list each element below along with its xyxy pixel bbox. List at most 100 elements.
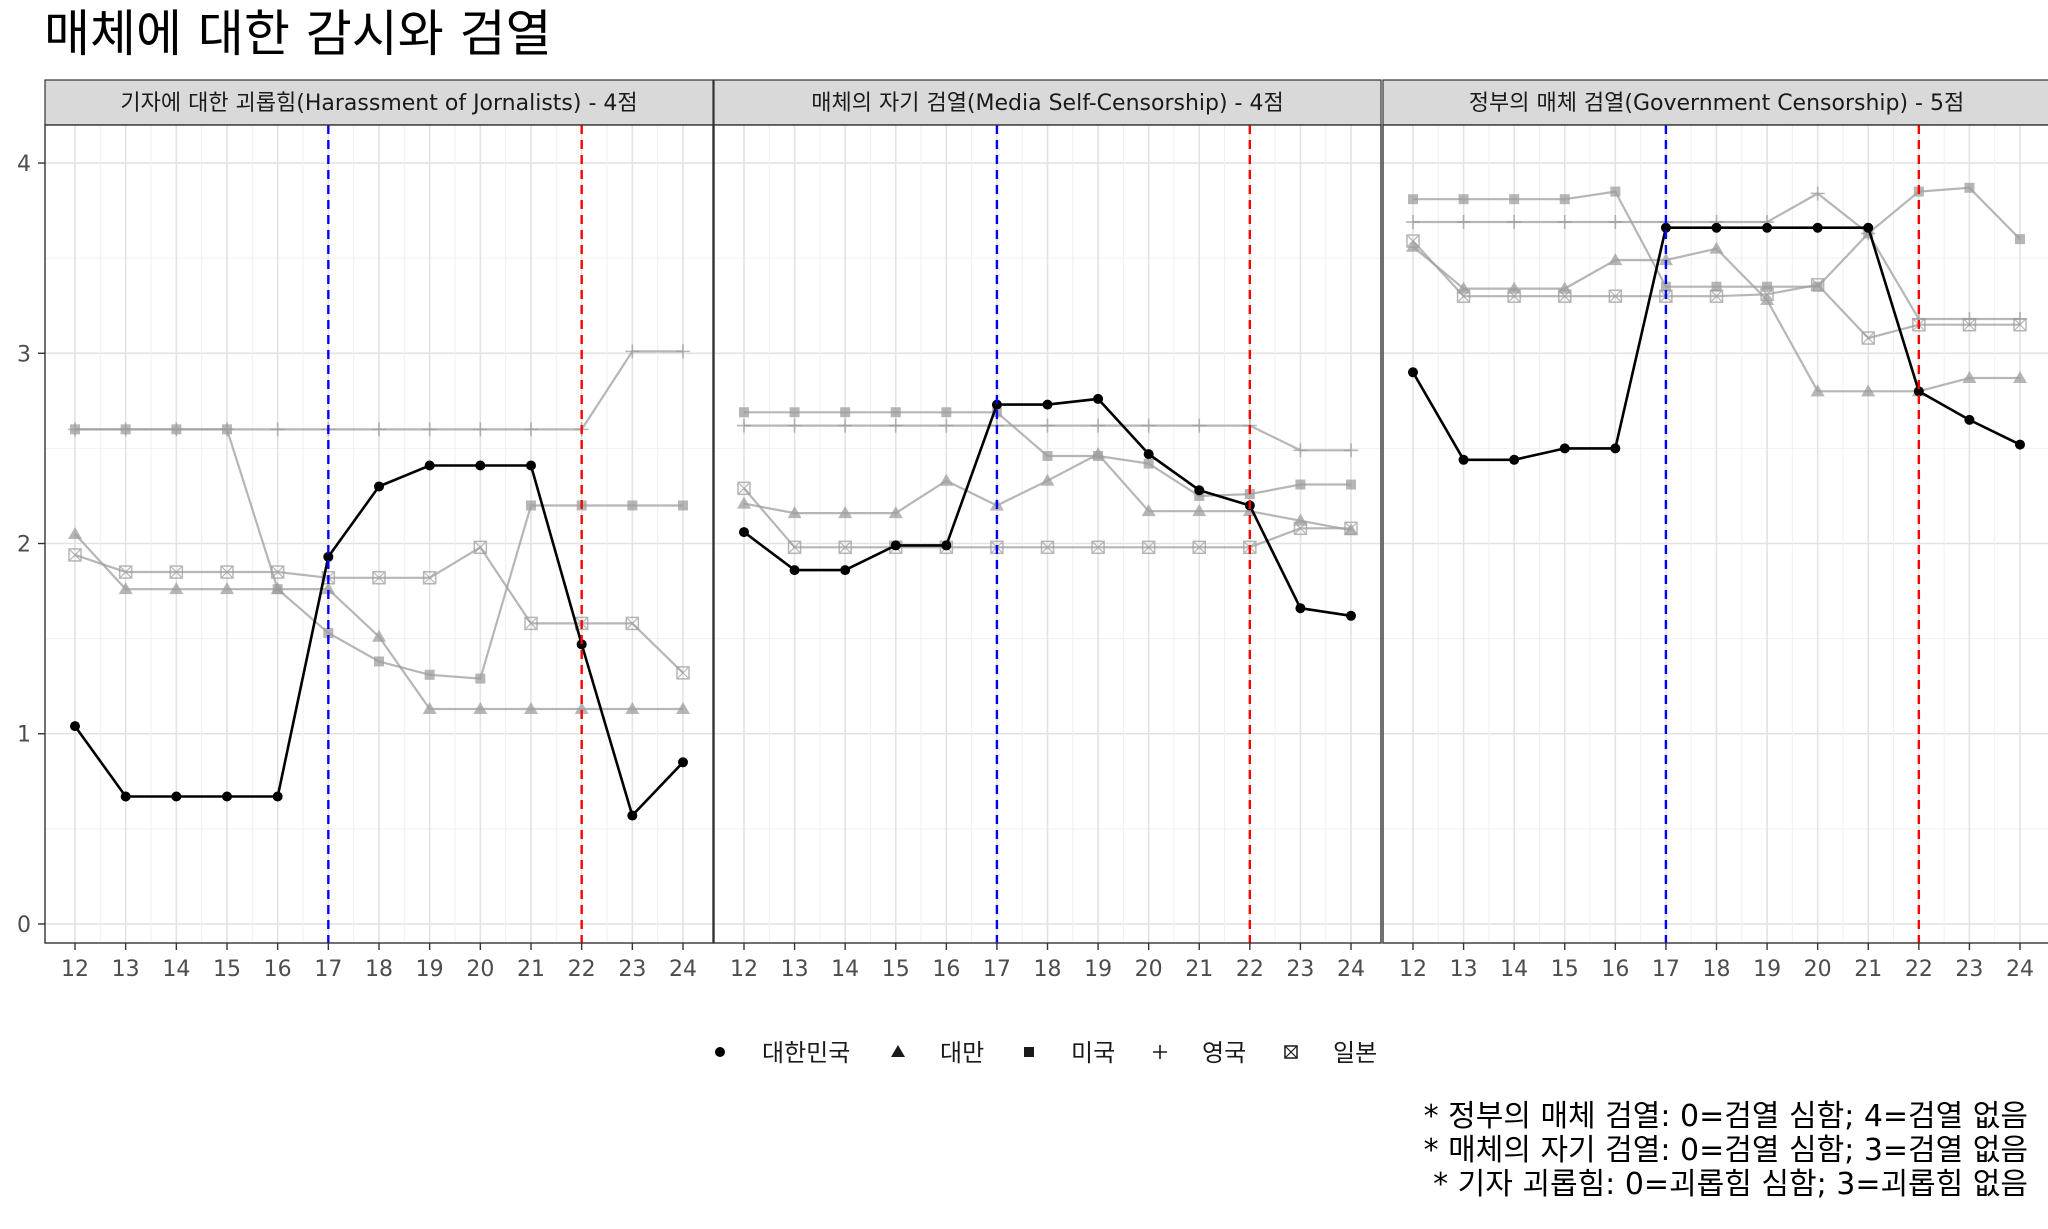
data-point-shape xyxy=(1408,194,1418,205)
data-point-shape xyxy=(939,473,954,486)
data-point xyxy=(838,418,853,433)
data-point xyxy=(787,540,802,555)
legend-label: 대한민국 xyxy=(762,1039,850,1067)
data-point xyxy=(941,540,952,551)
data-point xyxy=(120,791,131,802)
data-point xyxy=(1760,287,1774,302)
data-point xyxy=(1507,289,1521,303)
data-point-shape xyxy=(1040,540,1055,555)
data-point-cross xyxy=(1507,289,1521,303)
data-point-shape xyxy=(1812,222,1823,233)
data-point xyxy=(1406,239,1420,252)
data-point xyxy=(1658,253,1673,266)
data-point-shape xyxy=(838,540,852,555)
data-point-shape xyxy=(1194,490,1205,501)
data-point xyxy=(1861,384,1876,397)
data-point-shape xyxy=(838,506,853,519)
data-point-shape xyxy=(890,407,901,418)
facet-strip-label: 매체의 자기 검열(Media Self-Censorship) - 4점 xyxy=(811,91,1283,116)
facet-panel: 기자에 대한 괴롭힘(Harassment of Jornalists) - 4… xyxy=(17,79,714,982)
data-point xyxy=(1709,241,1724,254)
data-point xyxy=(524,422,538,437)
data-point xyxy=(473,422,488,437)
data-point-cross xyxy=(1041,540,1054,554)
data-point-shape xyxy=(526,460,536,471)
data-point-shape xyxy=(1559,194,1570,205)
data-point xyxy=(68,527,82,539)
data-point xyxy=(1608,289,1623,303)
data-point xyxy=(524,702,538,715)
data-point-cross xyxy=(1091,540,1105,554)
facet-strip-label: 정부의 매체 검열(Government Censorship) - 5점 xyxy=(1469,91,1964,116)
data-point-shape xyxy=(169,582,184,595)
data-point xyxy=(789,565,800,576)
data-point-shape xyxy=(374,481,384,492)
data-point xyxy=(787,418,802,433)
data-point-cross xyxy=(1406,234,1420,248)
data-point-cross xyxy=(1811,278,1825,292)
x-tick-label: 20 xyxy=(466,957,494,982)
y-tick-label: 3 xyxy=(17,342,31,367)
data-point-cross xyxy=(524,616,538,630)
data-point-shape xyxy=(789,565,800,576)
data-point-shape xyxy=(473,540,488,555)
data-point xyxy=(676,666,690,680)
data-point xyxy=(524,616,538,631)
data-point-shape xyxy=(676,702,690,715)
x-tick-label: 17 xyxy=(314,957,342,982)
data-point-shape xyxy=(1507,289,1521,303)
data-point-shape xyxy=(739,527,749,538)
x-tick-label: 12 xyxy=(1399,957,1427,982)
data-point-shape xyxy=(1812,281,1823,292)
x-tick-label: 22 xyxy=(1236,957,1264,982)
data-point xyxy=(118,582,133,595)
data-point-shape xyxy=(1610,443,1621,454)
data-point xyxy=(1042,399,1053,410)
data-point-shape xyxy=(787,540,802,555)
facet-strip xyxy=(1382,79,2048,126)
data-point-cross xyxy=(1760,287,1774,301)
data-point-shape xyxy=(372,422,386,437)
data-point xyxy=(323,627,334,638)
data-point-shape xyxy=(1557,215,1572,230)
legend-label: 영국 xyxy=(1202,1039,1246,1067)
data-point xyxy=(574,702,589,715)
data-point-shape xyxy=(678,500,688,511)
data-point-cross xyxy=(68,548,82,562)
data-point-cross xyxy=(838,540,852,554)
data-point-cross xyxy=(1344,521,1358,535)
data-point-shape xyxy=(676,344,690,359)
data-point xyxy=(1559,194,1570,205)
y-tick-label: 0 xyxy=(17,913,31,938)
data-point xyxy=(118,422,133,437)
data-point xyxy=(1091,540,1105,555)
data-point xyxy=(838,540,852,555)
x-tick-label: 23 xyxy=(1286,957,1314,982)
data-point-shape xyxy=(1559,443,1570,454)
data-point-shape xyxy=(70,721,80,732)
data-point-shape xyxy=(1608,253,1623,266)
data-point xyxy=(1962,317,1977,332)
data-point xyxy=(1192,418,1207,433)
data-point-shape xyxy=(1406,234,1420,248)
data-point xyxy=(1143,458,1154,469)
series-대한민국 xyxy=(1408,222,2025,465)
data-point-shape xyxy=(1295,603,1306,614)
data-point xyxy=(1192,540,1206,555)
data-point xyxy=(118,565,133,579)
data-point xyxy=(1711,281,1722,292)
data-point xyxy=(1559,443,1570,454)
data-point-shape xyxy=(1141,504,1156,517)
data-point xyxy=(171,791,182,802)
data-point xyxy=(787,506,802,519)
data-point xyxy=(1810,186,1825,201)
data-point-shape xyxy=(1458,454,1469,465)
x-tick-label: 12 xyxy=(730,957,758,982)
data-point-shape xyxy=(1456,215,1471,230)
data-point-shape xyxy=(1762,222,1773,233)
data-point-cross xyxy=(1710,289,1723,303)
data-point-shape xyxy=(625,616,640,631)
data-point xyxy=(270,565,285,579)
data-point xyxy=(1509,194,1520,205)
data-point-shape xyxy=(1344,443,1358,458)
